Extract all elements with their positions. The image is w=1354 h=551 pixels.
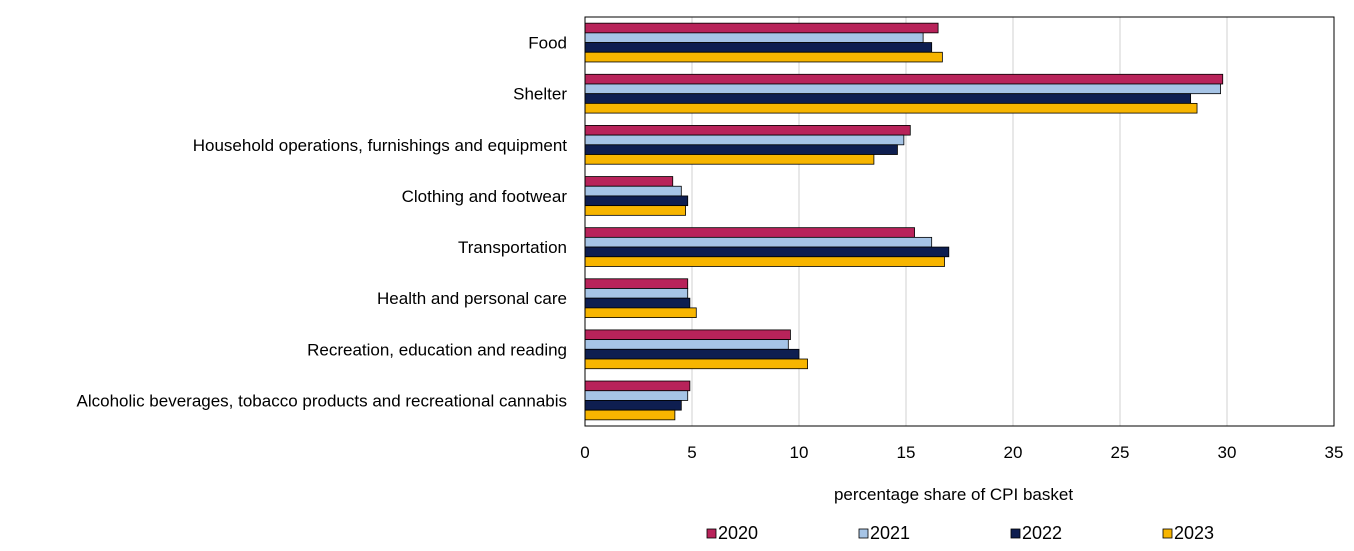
bar-2022 xyxy=(584,42,933,53)
category-label: Transportation xyxy=(458,238,567,257)
bar-2021 xyxy=(584,185,682,197)
bar-2022 xyxy=(584,400,682,411)
bar-2021 xyxy=(584,390,689,401)
x-tick-labels: 0 5 10 15 20 25 30 35 xyxy=(580,443,1343,462)
x-tick-label: 15 xyxy=(897,443,916,462)
legend: 2020 2021 2022 2023 xyxy=(706,523,1214,543)
legend-label: 2021 xyxy=(870,523,910,543)
bar-2020 xyxy=(584,176,674,187)
bar-2021 xyxy=(584,288,689,299)
x-axis-title: percentage share of CPI basket xyxy=(834,485,1073,504)
bar-2023 xyxy=(584,307,697,318)
legend-swatch xyxy=(858,528,869,539)
bar-2021 xyxy=(584,236,933,248)
bar-2022 xyxy=(584,195,689,207)
bar-2022 xyxy=(584,246,950,258)
legend-swatch xyxy=(1010,528,1021,539)
category-label: Alcoholic beverages, tobacco products an… xyxy=(77,391,567,410)
bar-2023 xyxy=(584,409,676,421)
plot-area-frame xyxy=(584,16,1335,427)
x-tick-label: 5 xyxy=(687,443,696,462)
x-tick-label: 0 xyxy=(580,443,589,462)
bar-2022 xyxy=(584,297,691,309)
bar-2022 xyxy=(584,93,1192,104)
bar-2023 xyxy=(584,205,686,216)
category-label: Clothing and footwear xyxy=(402,187,568,206)
category-label: Food xyxy=(528,34,567,53)
bar-2023 xyxy=(584,256,945,267)
legend-swatch xyxy=(1162,528,1173,539)
bar-2021 xyxy=(584,339,789,350)
bar-2023 xyxy=(584,358,808,370)
bar-2021 xyxy=(584,32,924,43)
x-tick-label: 35 xyxy=(1325,443,1344,462)
bar-2020 xyxy=(584,22,939,34)
bar-2023 xyxy=(584,51,943,63)
category-label: Shelter xyxy=(513,85,567,104)
bar-2023 xyxy=(584,102,1198,114)
legend-swatch xyxy=(706,528,717,539)
bar-2020 xyxy=(584,329,791,341)
bar-2020 xyxy=(584,380,691,392)
bar-2020 xyxy=(584,73,1224,85)
category-label: Recreation, education and reading xyxy=(307,340,567,359)
legend-label: 2020 xyxy=(718,523,758,543)
legend-label: 2022 xyxy=(1022,523,1062,543)
category-label: Household operations, furnishings and eq… xyxy=(193,136,568,155)
bar-2022 xyxy=(584,348,800,360)
x-tick-label: 25 xyxy=(1111,443,1130,462)
bar-2020 xyxy=(584,227,915,238)
category-labels: Food Shelter Household operations, furnish… xyxy=(77,34,568,411)
bar-2021 xyxy=(584,83,1221,95)
bar-2021 xyxy=(584,134,905,146)
x-tick-label: 30 xyxy=(1218,443,1237,462)
category-label: Health and personal care xyxy=(377,289,567,308)
bar-2020 xyxy=(584,278,689,289)
bar-2023 xyxy=(584,154,875,165)
bar-2020 xyxy=(584,125,911,136)
x-tick-label: 20 xyxy=(1004,443,1023,462)
x-tick-label: 10 xyxy=(790,443,809,462)
bars xyxy=(584,22,1224,421)
bar-2022 xyxy=(584,144,898,155)
legend-label: 2023 xyxy=(1174,523,1214,543)
